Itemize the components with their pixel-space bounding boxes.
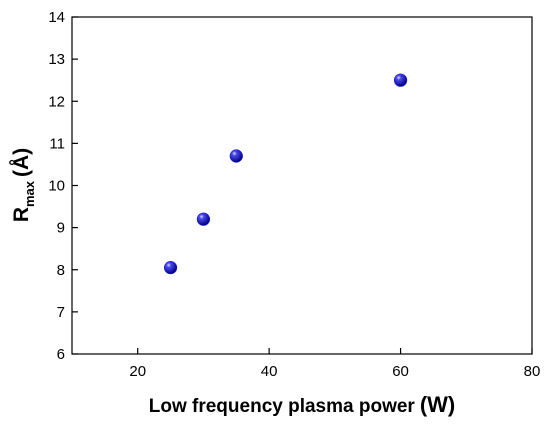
y-tick-label: 6 xyxy=(57,346,65,363)
x-axis-title-unit: (W) xyxy=(420,392,455,417)
x-axis-title: Low frequency plasma power (W) xyxy=(149,392,456,417)
y-tick-label: 13 xyxy=(48,51,65,68)
y-tick-label: 11 xyxy=(49,135,65,152)
plot-frame xyxy=(71,16,533,355)
x-tick-label: 20 xyxy=(129,363,146,380)
x-tick-label: 40 xyxy=(261,363,278,380)
data-points xyxy=(163,73,408,275)
y-tick-label: 12 xyxy=(48,93,65,110)
data-point xyxy=(163,261,178,275)
axis-ticks: 6 7 8 9 10 11 12 13 14 20 40 60 80 xyxy=(48,9,540,380)
x-axis-title-main: Low frequency plasma power xyxy=(149,396,416,417)
y-tick-label: 14 xyxy=(48,9,65,26)
data-point xyxy=(393,73,408,87)
y-axis-title: Rmax (Å) xyxy=(9,148,37,222)
data-point xyxy=(229,149,243,163)
y-tick-label: 8 xyxy=(57,262,65,279)
y-axis-title-unit: (Å) xyxy=(9,148,33,177)
y-axis-title-sub: max xyxy=(22,180,37,207)
y-tick-label: 10 xyxy=(48,178,65,195)
y-tick-label: 9 xyxy=(57,220,65,237)
x-tick-label: 80 xyxy=(524,363,541,380)
y-axis-title-main: R xyxy=(10,207,33,222)
y-tick-label: 7 xyxy=(57,304,65,321)
data-point xyxy=(196,212,211,226)
x-tick-label: 60 xyxy=(392,363,409,380)
